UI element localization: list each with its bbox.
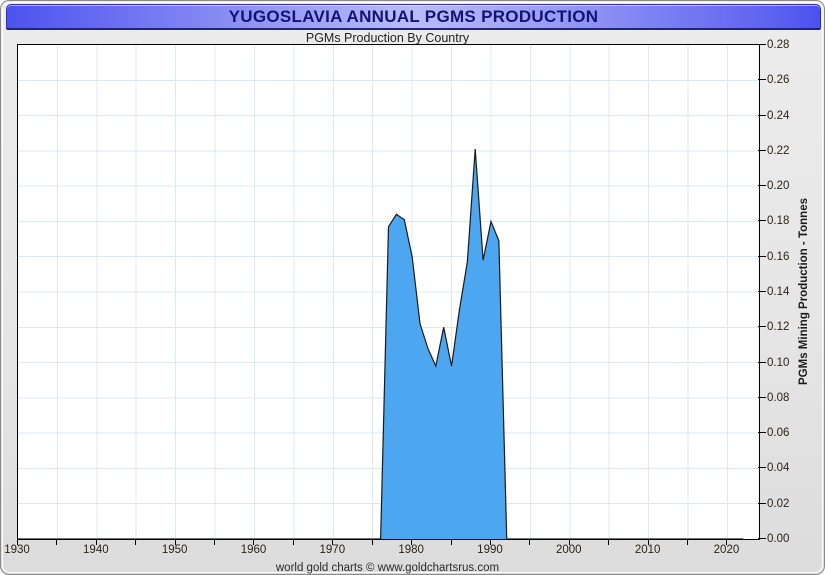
y-tick-label: 0.26 [767, 74, 790, 87]
x-tick-label: 1940 [83, 544, 109, 556]
x-tick-mark [253, 539, 255, 545]
y-tick-label: 0.06 [767, 427, 790, 440]
x-tick-mark [489, 539, 491, 545]
x-tick-label: 1990 [477, 544, 503, 556]
x-axis-labels: 1930 1940 1950 1960 1970 1980 1990 2000 2010 2020 [1, 544, 824, 564]
chart-subtitle: PGMs Production By Country [305, 31, 470, 45]
y-tick-mark [758, 185, 766, 187]
y-tick-mark [758, 326, 766, 328]
y-tick-label: 0.16 [767, 250, 790, 263]
y-tick-mark [758, 538, 766, 539]
x-tick-label: 1970 [319, 544, 346, 556]
y-tick-mark [758, 255, 766, 257]
x-tick-mark [450, 539, 452, 545]
y-tick-label: 0.20 [767, 180, 790, 193]
y-tick-mark [758, 291, 766, 292]
y-tick-label: 0.22 [767, 144, 790, 157]
window-title-bar: YUGOSLAVIA ANNUAL PGMS PRODUCTION [6, 4, 821, 30]
x-tick-mark [135, 539, 137, 545]
x-tick-label: 1950 [161, 544, 188, 556]
chart-region: PGMs Production By Country Latest 2022e … [1, 31, 824, 574]
y-tick-mark [758, 361, 766, 363]
y-tick-mark [758, 149, 766, 151]
x-tick-mark [608, 539, 610, 545]
x-tick-mark [17, 539, 18, 545]
x-tick-label: 2020 [713, 544, 740, 556]
x-tick-mark [687, 539, 689, 545]
x-tick-mark [332, 539, 334, 545]
y-tick-label: 0.08 [767, 391, 790, 404]
y-axis-title: PGMs Mining Production - Tonnes [794, 44, 814, 538]
y-tick-mark [758, 220, 766, 222]
x-tick-mark [529, 539, 531, 545]
x-tick-label: 2010 [634, 544, 661, 556]
y-tick-label: 0.14 [767, 286, 790, 298]
y-tick-label: 0.00 [767, 533, 790, 545]
x-tick-label: 2000 [556, 544, 582, 556]
x-tick-label: 1930 [4, 544, 30, 556]
x-tick-mark [56, 539, 58, 545]
x-tick-label: 1980 [398, 544, 424, 556]
x-tick-mark [174, 539, 176, 545]
x-tick-mark [214, 539, 216, 545]
y-tick-label: 0.04 [767, 462, 790, 475]
x-tick-label: 1960 [240, 544, 267, 556]
y-tick-mark [758, 432, 766, 434]
y-tick-label: 0.02 [767, 497, 790, 510]
x-tick-mark [726, 539, 728, 545]
series-area-chart [18, 45, 759, 539]
y-axis-labels: 0.00 0.02 0.04 0.06 0.08 0.10 0.12 0.14 0.16 0.18… [767, 39, 807, 545]
y-tick-mark [758, 114, 766, 116]
grid-lines [18, 45, 759, 539]
y-tick-label: 0.24 [767, 109, 790, 122]
series-group [18, 149, 744, 539]
y-tick-label: 0.28 [767, 39, 790, 51]
x-tick-mark [411, 539, 413, 545]
y-tick-label: 0.12 [767, 321, 790, 334]
footer-credit: world gold charts © www.goldchartsrus.co… [275, 562, 500, 574]
x-tick-mark [95, 539, 97, 545]
y-axis-title-text: PGMs Mining Production - Tonnes [798, 197, 810, 385]
y-tick-mark [758, 502, 766, 504]
x-tick-mark [647, 539, 649, 545]
y-tick-label: 0.18 [767, 215, 790, 228]
x-tick-mark [568, 539, 570, 545]
y-tick-mark [758, 44, 766, 45]
y-tick-mark [758, 396, 766, 398]
page-title: YUGOSLAVIA ANNUAL PGMS PRODUCTION [228, 7, 599, 26]
y-tick-label: 0.10 [767, 356, 790, 369]
plot-area [17, 44, 760, 540]
x-tick-mark [371, 539, 373, 545]
y-tick-mark [758, 79, 766, 81]
x-tick-mark [292, 539, 294, 545]
y-tick-mark [758, 467, 766, 469]
